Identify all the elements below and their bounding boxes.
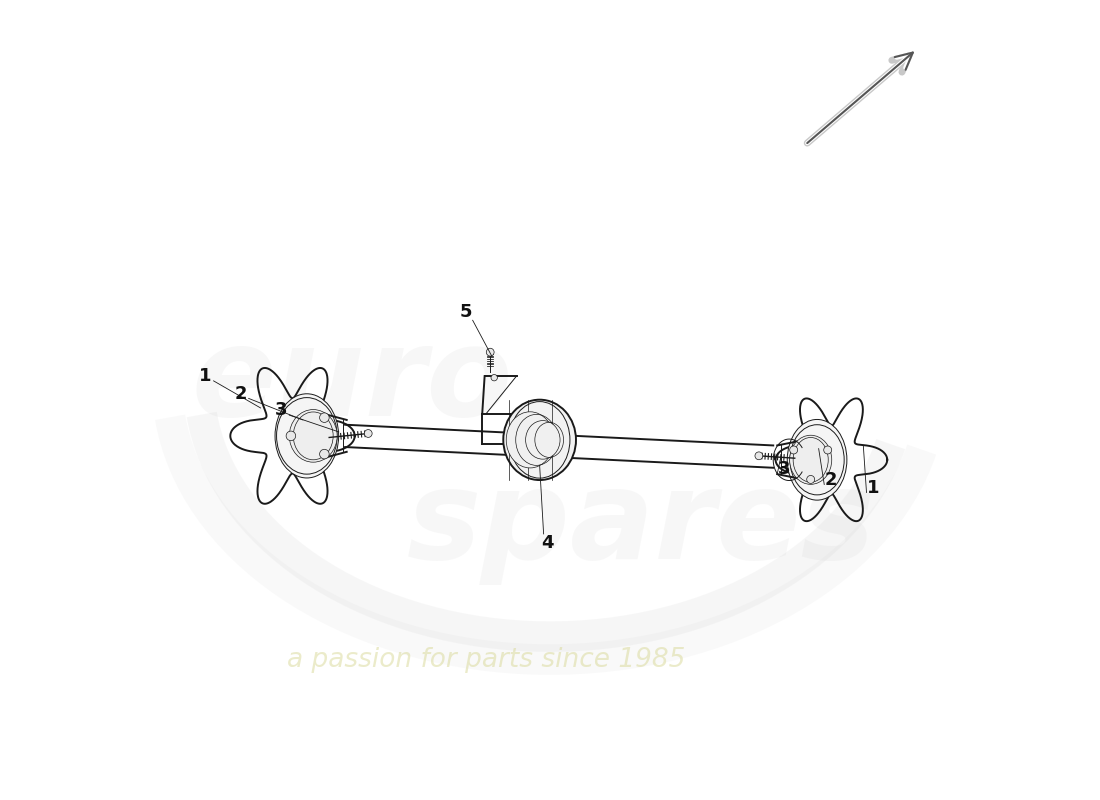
Text: 3: 3 [778,460,790,478]
Text: 4: 4 [541,534,554,553]
Text: 2: 2 [824,470,837,489]
Ellipse shape [289,410,337,462]
Circle shape [755,452,762,460]
Circle shape [320,413,329,422]
Circle shape [486,348,494,356]
Ellipse shape [790,435,832,484]
Text: spares: spares [407,465,876,586]
Circle shape [491,374,497,381]
Circle shape [806,475,815,483]
Ellipse shape [506,412,554,468]
Circle shape [320,450,329,459]
Circle shape [364,430,372,438]
Ellipse shape [526,421,560,459]
Text: 3: 3 [275,402,287,419]
Text: euro: euro [191,321,513,442]
Ellipse shape [275,394,339,478]
Ellipse shape [504,400,576,480]
Text: 1: 1 [199,367,212,385]
Circle shape [286,431,296,441]
Circle shape [824,446,832,454]
Circle shape [790,446,798,454]
Text: 5: 5 [460,303,473,322]
Text: 2: 2 [234,385,246,402]
Ellipse shape [788,419,847,500]
Text: a passion for parts since 1985: a passion for parts since 1985 [287,647,685,673]
Text: 1: 1 [867,478,879,497]
